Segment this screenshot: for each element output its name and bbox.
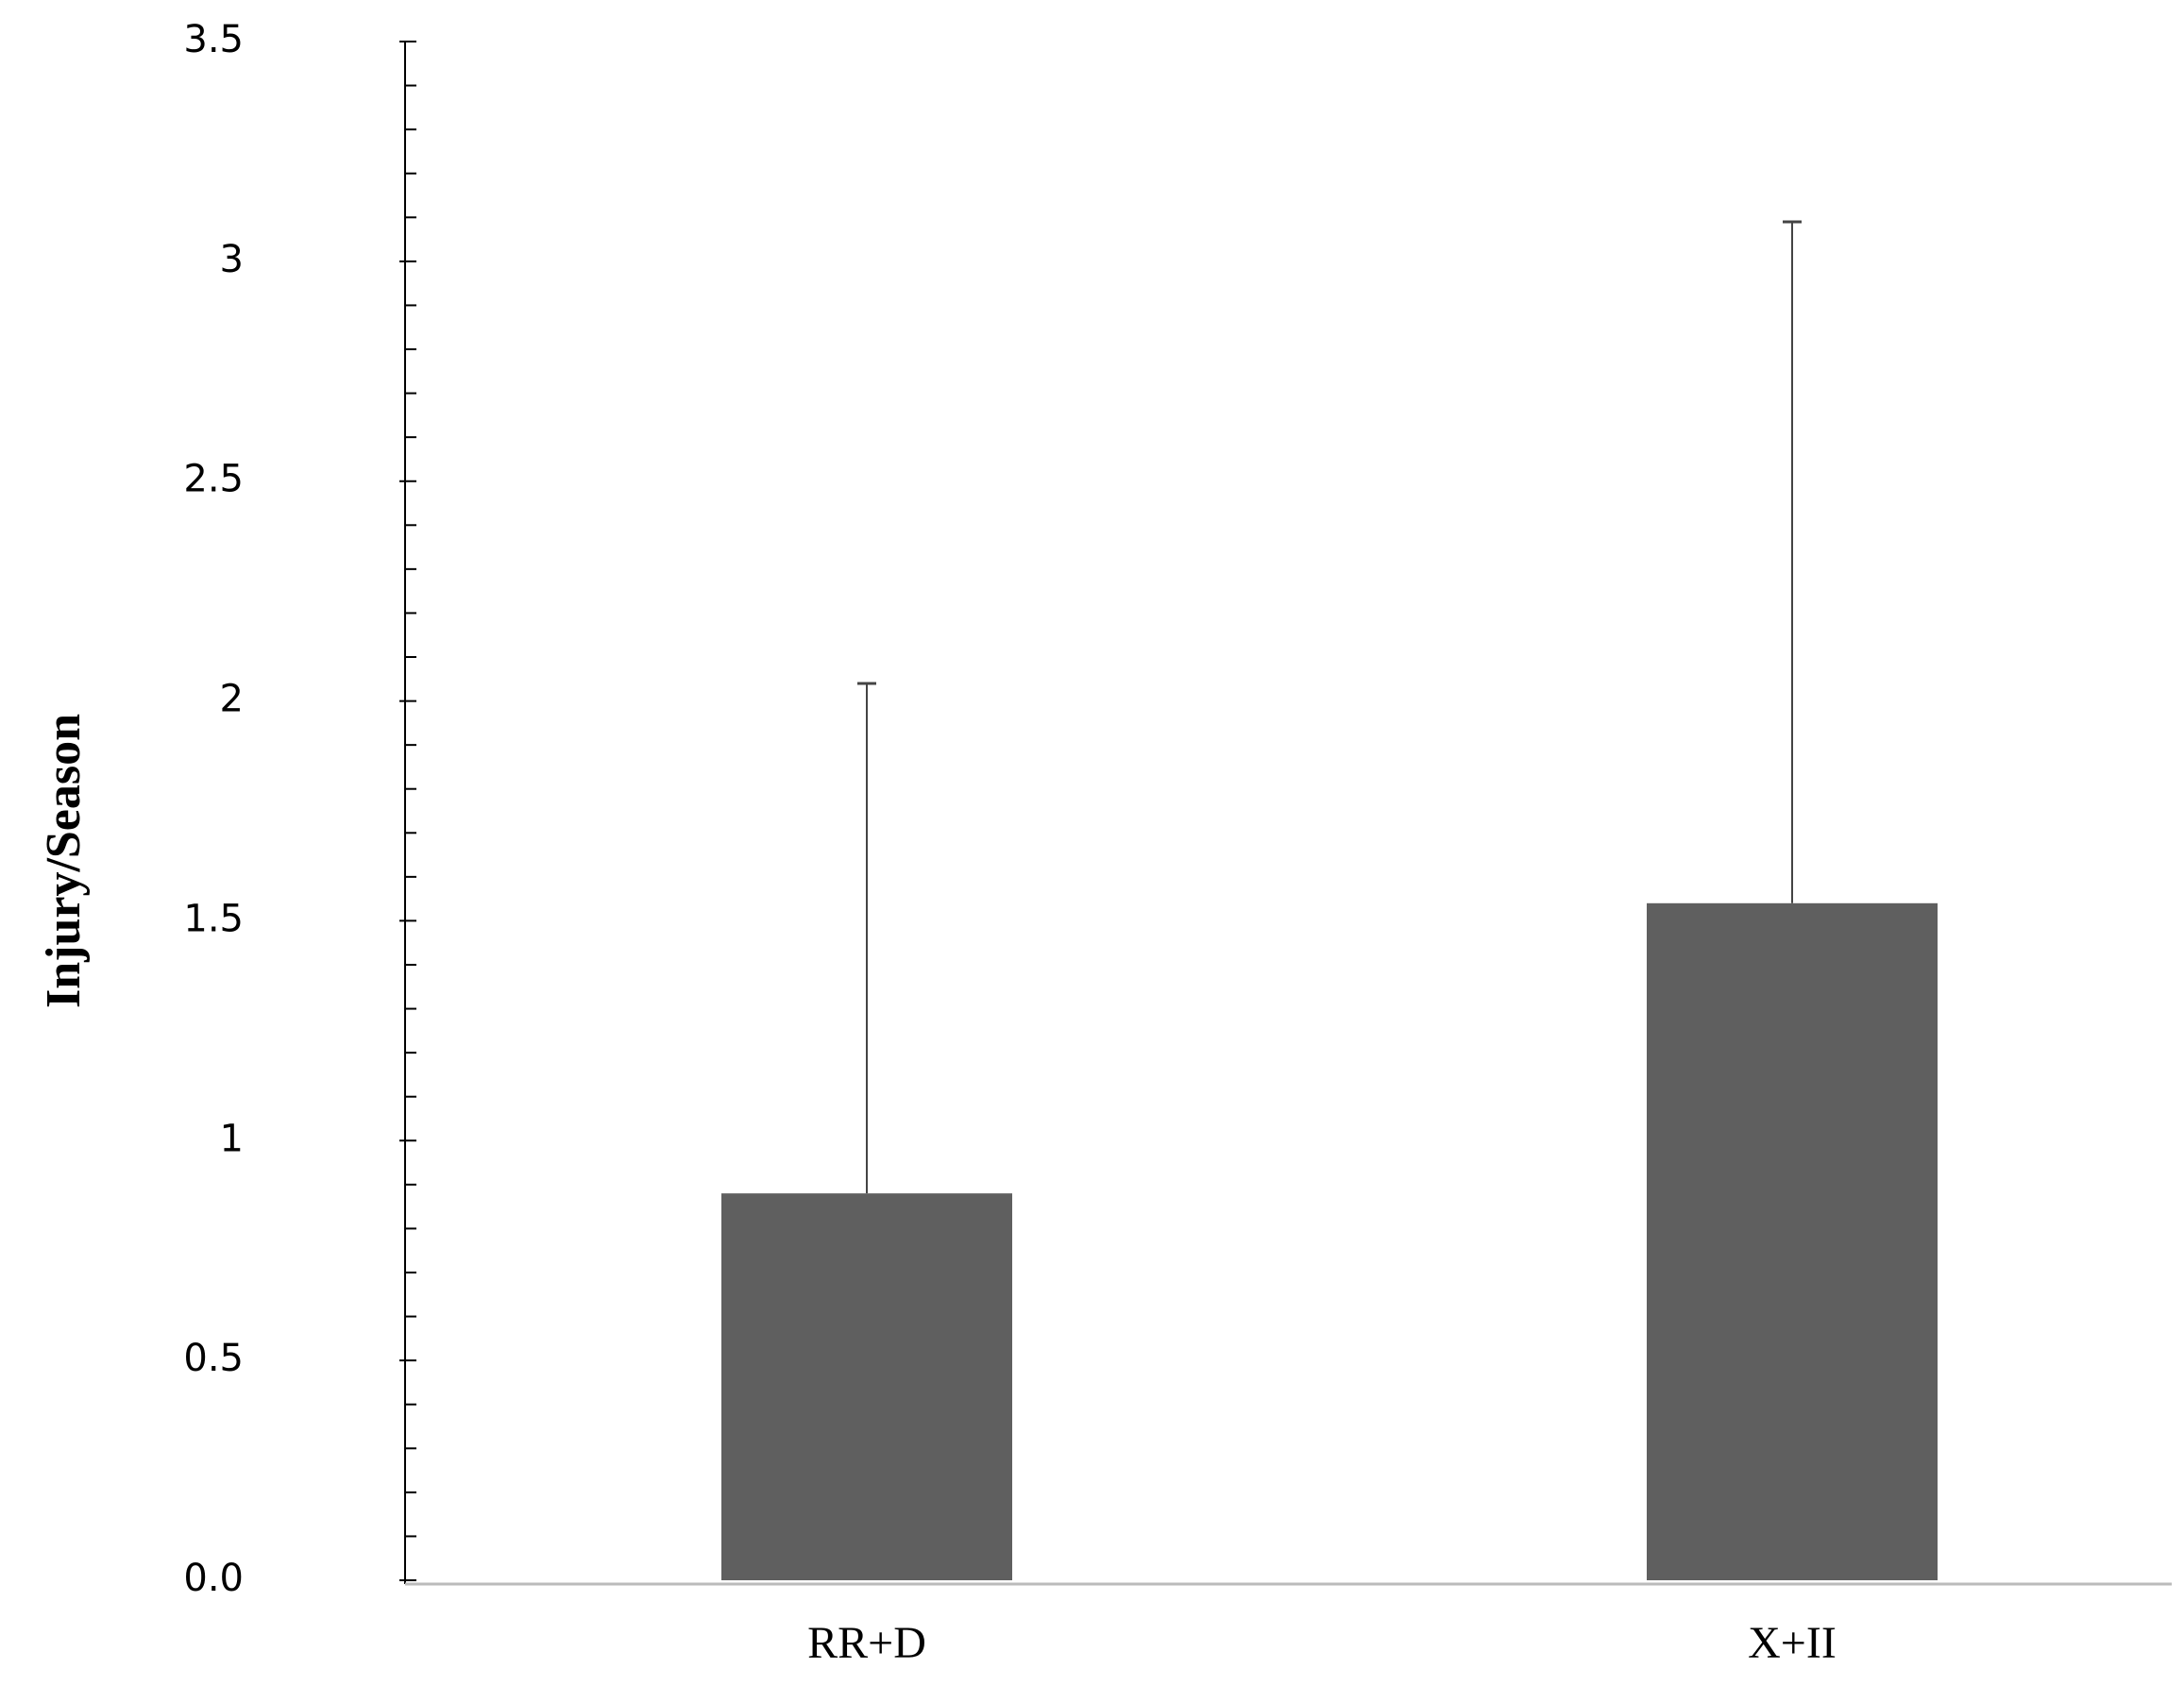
y-tick-label: 2 xyxy=(220,678,244,721)
y-axis-label: Injury/Season xyxy=(37,714,91,1008)
bar xyxy=(721,1193,1012,1580)
x-tick-label: RR+D xyxy=(807,1618,926,1668)
y-tick-label: 3 xyxy=(220,238,244,281)
y-tick-label: 3.5 xyxy=(183,18,244,61)
y-tick-label: 2.5 xyxy=(183,458,244,501)
y-tick-label: 1 xyxy=(220,1117,244,1160)
bar xyxy=(1647,902,1938,1580)
x-tick-label: X+II xyxy=(1748,1618,1837,1668)
y-tick-label: 0.0 xyxy=(183,1557,244,1600)
y-tick-label: 1.5 xyxy=(183,897,244,940)
y-tick-label: 0.5 xyxy=(183,1337,244,1380)
